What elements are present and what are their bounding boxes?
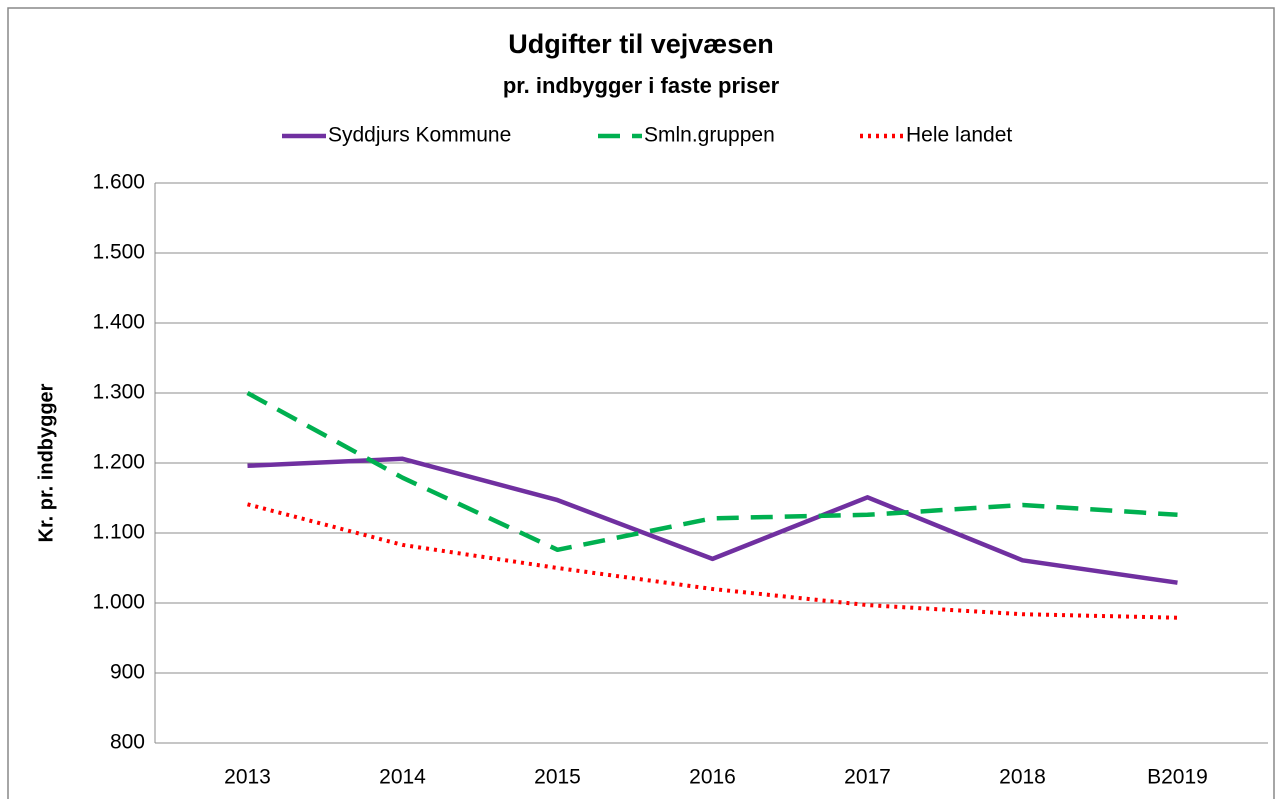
y-tick-label: 800 — [110, 731, 145, 754]
y-tick-label: 1.100 — [92, 521, 145, 544]
y-tick-label: 1.400 — [92, 311, 145, 334]
y-axis-label: Kr. pr. indbygger — [35, 383, 57, 542]
legend-label: Hele landet — [906, 124, 1012, 147]
y-tick-label: 1.300 — [92, 381, 145, 404]
chart-subtitle: pr. indbygger i faste priser — [503, 73, 780, 98]
y-tick-label: 1.500 — [92, 241, 145, 264]
chart-title: Udgifter til vejvæsen — [508, 29, 774, 59]
series-line — [246, 391, 1178, 553]
y-tick-label: 1.600 — [92, 171, 145, 194]
series-line — [247, 456, 1178, 585]
series-line — [246, 502, 1178, 620]
legend-label: Smln.gruppen — [644, 124, 775, 147]
x-tick-label: 2018 — [999, 766, 1046, 789]
x-tick-label: 2017 — [844, 766, 891, 789]
y-tick-label: 1.000 — [92, 591, 145, 614]
x-tick-label: 2014 — [379, 766, 426, 789]
x-tick-label: 2013 — [224, 766, 271, 789]
x-tick-label: 2015 — [534, 766, 581, 789]
legend-label: Syddjurs Kommune — [328, 124, 511, 147]
x-tick-label: 2016 — [689, 766, 736, 789]
y-tick-label: 1.200 — [92, 451, 145, 474]
chart-border — [7, 7, 1275, 799]
y-tick-label: 900 — [110, 661, 145, 684]
x-tick-label: B2019 — [1147, 766, 1208, 789]
